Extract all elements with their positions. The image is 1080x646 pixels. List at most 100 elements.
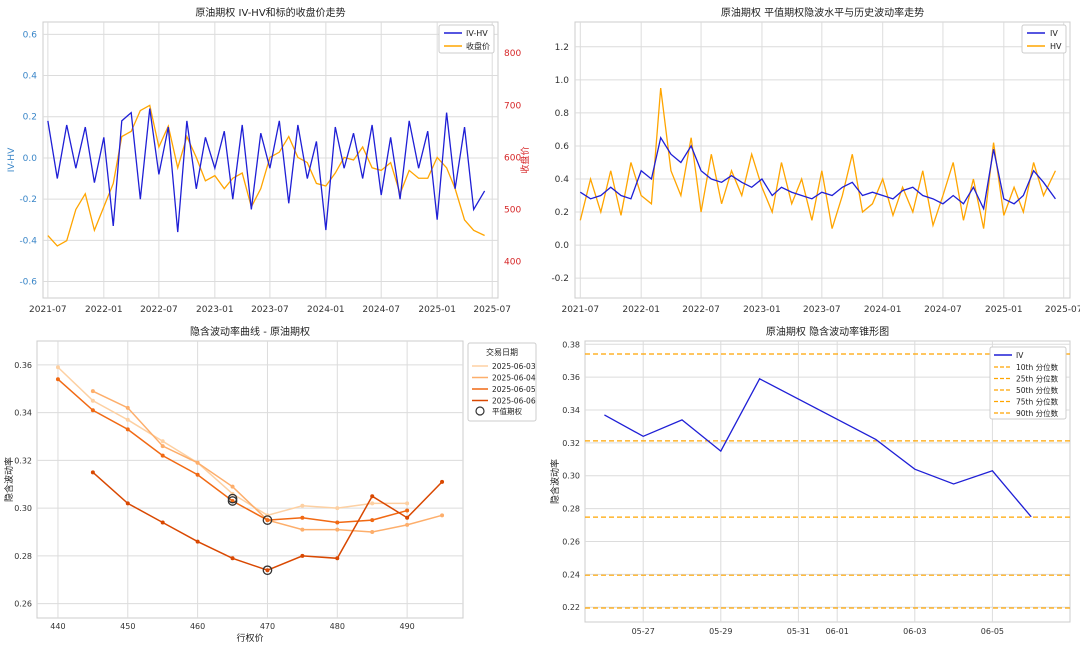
x-tick-label: 2023-01 [743,305,781,315]
x-tick-label: 2021-07 [29,305,67,315]
x-axis-label: 行权价 [236,632,263,644]
y-tick-label: 0.2 [23,113,37,123]
x-tick-label: 2025-07 [1045,305,1080,315]
y-tick-label: 0.30 [14,504,32,513]
legend-atm-swatch [475,406,485,416]
y-axis-label: IV-HV [7,147,17,172]
y-tick-label: 0.4 [23,72,38,82]
y-tick-label: 0.6 [555,142,570,152]
x-tick-label: 2024-07 [362,305,400,315]
y-tick-label: 0.26 [14,600,32,609]
series-point [440,479,445,484]
panel-iv-cone: 05-27 05-29 05-31 06-01 06-03 06-05 0.22 0.24 0.… [549,325,1071,636]
chart-title: 原油期权 IV-HV和标的收盘价走势 [195,6,345,19]
y2-tick-label: 800 [504,49,521,59]
series-iv-line [579,135,1056,211]
x-tick-label: 06-03 [903,627,926,636]
legend-label: 收盘价 [466,41,490,51]
series-point [90,389,95,394]
y-tick-label: -0.2 [551,274,569,284]
y2-tick-label: 700 [504,101,521,111]
y2-axis-label: 收盘价 [519,146,531,173]
x-tick-label: 2024-01 [864,305,902,315]
y-tick-label: 0.34 [14,409,32,418]
y-tick-label: 0.24 [562,570,580,579]
y-axis-label: 隐含波动率 [549,459,561,504]
series-point [55,377,60,382]
legend-label: 2025-06-03 [492,362,536,371]
series-point [370,530,375,535]
x-tick-label: 05-31 [787,627,810,636]
legend: IV-HV 收盘价 [438,24,495,54]
series-point [370,501,375,506]
series-iv-line [604,377,1032,518]
x-tick-label: 440 [50,622,65,631]
series-point [230,498,235,503]
panel-iv-hv: 2021-07 2022-01 2022-07 2023-01 2023-07 2024-… [7,6,531,315]
atm-marker [262,565,273,576]
x-tick-label: 470 [260,622,275,631]
series-point [230,484,235,489]
legend-label: 2025-06-06 [492,397,536,406]
series-point [300,515,305,520]
y-tick-label: 0.8 [555,109,570,119]
series-point [335,506,340,511]
series-point [335,527,340,532]
x-tick-label: 2022-07 [682,305,720,315]
x-tick-label: 2022-01 [622,305,660,315]
x-tick-label: 490 [399,622,414,631]
series-point [125,417,130,422]
series-point [335,520,340,525]
y-tick-label: 0.28 [562,505,580,514]
y-tick-label: 0.2 [555,208,569,218]
y-tick-label: 0.30 [562,472,580,481]
panel-atm-iv-hv-frame [574,21,1071,299]
y-tick-label: -0.6 [19,278,37,288]
series-point [405,522,410,527]
series-point [195,460,200,465]
x-tick-label: 05-27 [632,627,655,636]
legend-label: IV [1050,29,1058,38]
y-tick-label: 0.22 [562,603,580,612]
series-point [265,518,270,523]
y-tick-label: -0.4 [19,236,37,246]
x-tick-label: 460 [190,622,205,631]
series-point [125,427,130,432]
legend-label: 10th 分位数 [1016,362,1059,372]
y-tick-label: 0.0 [555,241,570,251]
panel-atm-iv-hv: 2021-07 2022-01 2022-07 2023-01 2023-07 2024-… [551,6,1080,315]
x-tick-label: 450 [120,622,135,631]
y2-tick-label: 600 [504,153,521,163]
series-point [160,520,165,525]
y-tick-label: 0.36 [562,373,580,382]
legend-label: 50th 分位数 [1016,385,1059,395]
x-tick-label: 2025-01 [418,305,456,315]
legend-label: HV [1050,42,1062,51]
x-tick-label: 2024-07 [924,305,962,315]
series-point [160,444,165,449]
legend-label: IV [1016,351,1024,360]
y-tick-label: 0.34 [562,406,580,415]
y-tick-label: -0.2 [19,195,37,205]
y-axis-label: 隐含波动率 [3,457,15,502]
y-tick-label: 0.38 [562,340,580,349]
x-tick-label: 2022-07 [140,305,178,315]
series-point [195,472,200,477]
x-tick-label: 2023-07 [251,305,289,315]
legend-label: 2025-06-05 [492,385,536,394]
series-point [335,556,340,561]
x-tick-label: 2023-07 [803,305,841,315]
y-tick-label: 0.32 [562,439,580,448]
series-point [90,470,95,475]
series-point [300,553,305,558]
legend-title: 交易日期 [486,347,518,357]
x-tick-label: 06-05 [981,627,1004,636]
legend-box [467,342,537,422]
legend-label: 平值期权 [492,406,522,416]
y-tick-label: 0.36 [14,361,32,370]
x-tick-label: 2021-07 [561,305,599,315]
series-point [125,405,130,410]
chart-title: 原油期权 平值期权隐波水平与历史波动率走势 [721,6,924,19]
